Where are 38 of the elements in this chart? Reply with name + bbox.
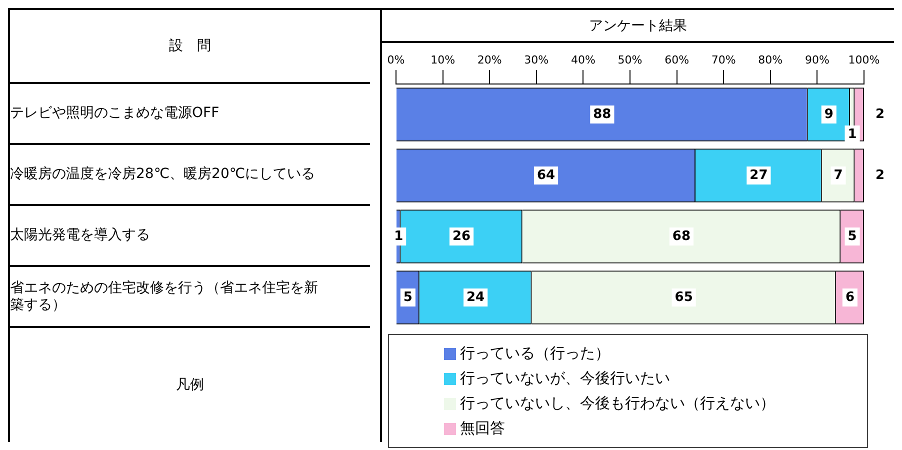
y-tick-label: 省エネのための住宅改修を行う（省エネ住宅を新築する）	[8, 267, 370, 328]
chart-title: アンケート結果	[382, 8, 894, 43]
legend-label: 無回答	[460, 419, 505, 438]
y-tick-label: テレビや照明のこまめな電源OFF	[8, 84, 370, 145]
x-tick-label: 0%	[387, 53, 405, 66]
x-tick-label: 20%	[477, 53, 502, 66]
data-label: 24	[466, 290, 485, 305]
x-tick-label: 60%	[664, 53, 690, 66]
data-label: 2	[875, 106, 885, 122]
x-tick-label: 30%	[524, 53, 549, 66]
data-label: 5	[403, 290, 412, 305]
data-label: 65	[674, 290, 693, 305]
y-tick-label: 太陽光発電を導入する	[8, 206, 370, 267]
data-label: 6	[845, 290, 854, 305]
data-label: 1	[394, 228, 404, 244]
data-label: 64	[536, 168, 556, 183]
legend-label: 行っていないが、今後行いたい	[460, 369, 670, 388]
data-label: 88	[593, 106, 612, 122]
data-label: 68	[672, 228, 691, 244]
x-tick-label: 40%	[570, 53, 596, 66]
legend-label: 行っている（行った）	[460, 344, 610, 363]
data-label: 5	[848, 228, 857, 244]
data-label: 9	[824, 106, 834, 122]
data-label: 2	[875, 168, 885, 183]
text: 設 問	[8, 10, 370, 84]
x-tick-label: 50%	[618, 53, 642, 66]
x-tick-label: 70%	[711, 53, 736, 66]
y-tick-label: 冷暖房の温度を冷房28℃、暖房20℃にしている	[8, 145, 370, 206]
data-label: 1	[848, 126, 857, 142]
legend-label: 行っていないし、今後も行わない（行えない）	[460, 394, 775, 413]
x-tick-label: 100%	[848, 53, 880, 66]
data-label: 7	[834, 168, 843, 183]
x-tick-label: 80%	[758, 53, 783, 66]
data-label: 27	[750, 168, 768, 183]
text: 凡例	[175, 376, 205, 395]
data-label: 26	[452, 228, 471, 244]
x-tick-label: 90%	[804, 53, 830, 66]
x-tick-label: 10%	[430, 53, 456, 66]
